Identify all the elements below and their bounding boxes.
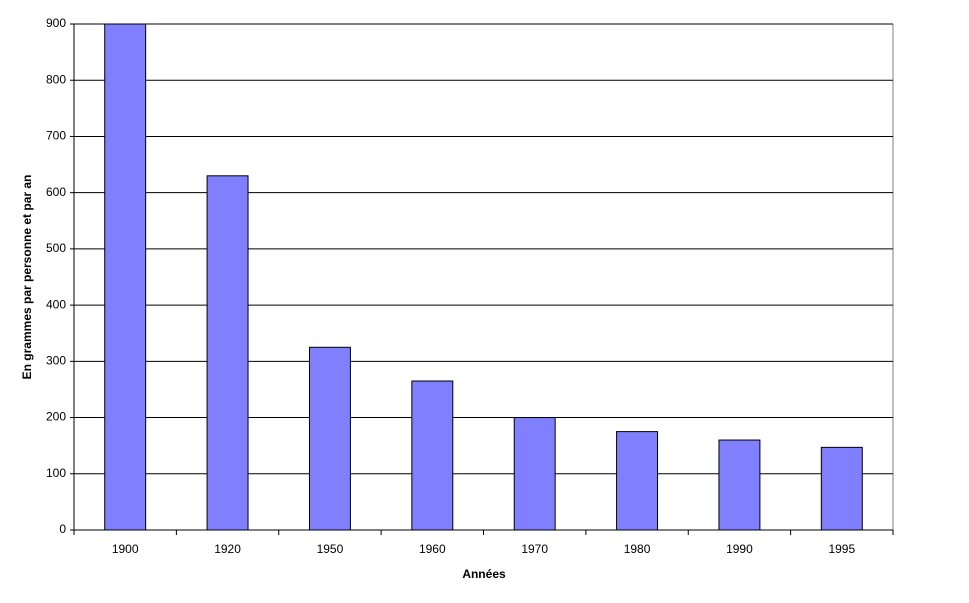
x-tick-label: 1920: [214, 542, 241, 556]
y-tick-label: 500: [46, 241, 66, 255]
y-tick-label: 300: [46, 354, 66, 368]
x-tick-label: 1990: [726, 542, 753, 556]
y-tick-label: 700: [46, 129, 66, 143]
x-tick-label: 1950: [317, 542, 344, 556]
y-tick-label: 100: [46, 466, 66, 480]
x-tick-label: 1960: [419, 542, 446, 556]
bar: [820, 446, 863, 531]
y-tick-label: 800: [46, 72, 66, 86]
bar: [206, 175, 249, 531]
y-axis-title: En grammes par personne et par an: [20, 175, 34, 380]
x-tick-label: 1970: [521, 542, 548, 556]
x-tick-label: 1980: [624, 542, 651, 556]
bar: [104, 23, 147, 531]
x-tick-label: 1900: [112, 542, 139, 556]
y-tick-label: 200: [46, 410, 66, 424]
bar: [308, 346, 351, 531]
y-tick-label: 0: [59, 522, 66, 536]
y-tick-label: 400: [46, 297, 66, 311]
y-tick-label: 600: [46, 185, 66, 199]
y-tick-label: 900: [46, 16, 66, 30]
bar: [513, 417, 556, 531]
x-tick-label: 1995: [828, 542, 855, 556]
bar: [411, 380, 454, 531]
bar: [616, 431, 659, 531]
x-axis-title: Années: [462, 567, 506, 581]
bar: [718, 439, 761, 531]
